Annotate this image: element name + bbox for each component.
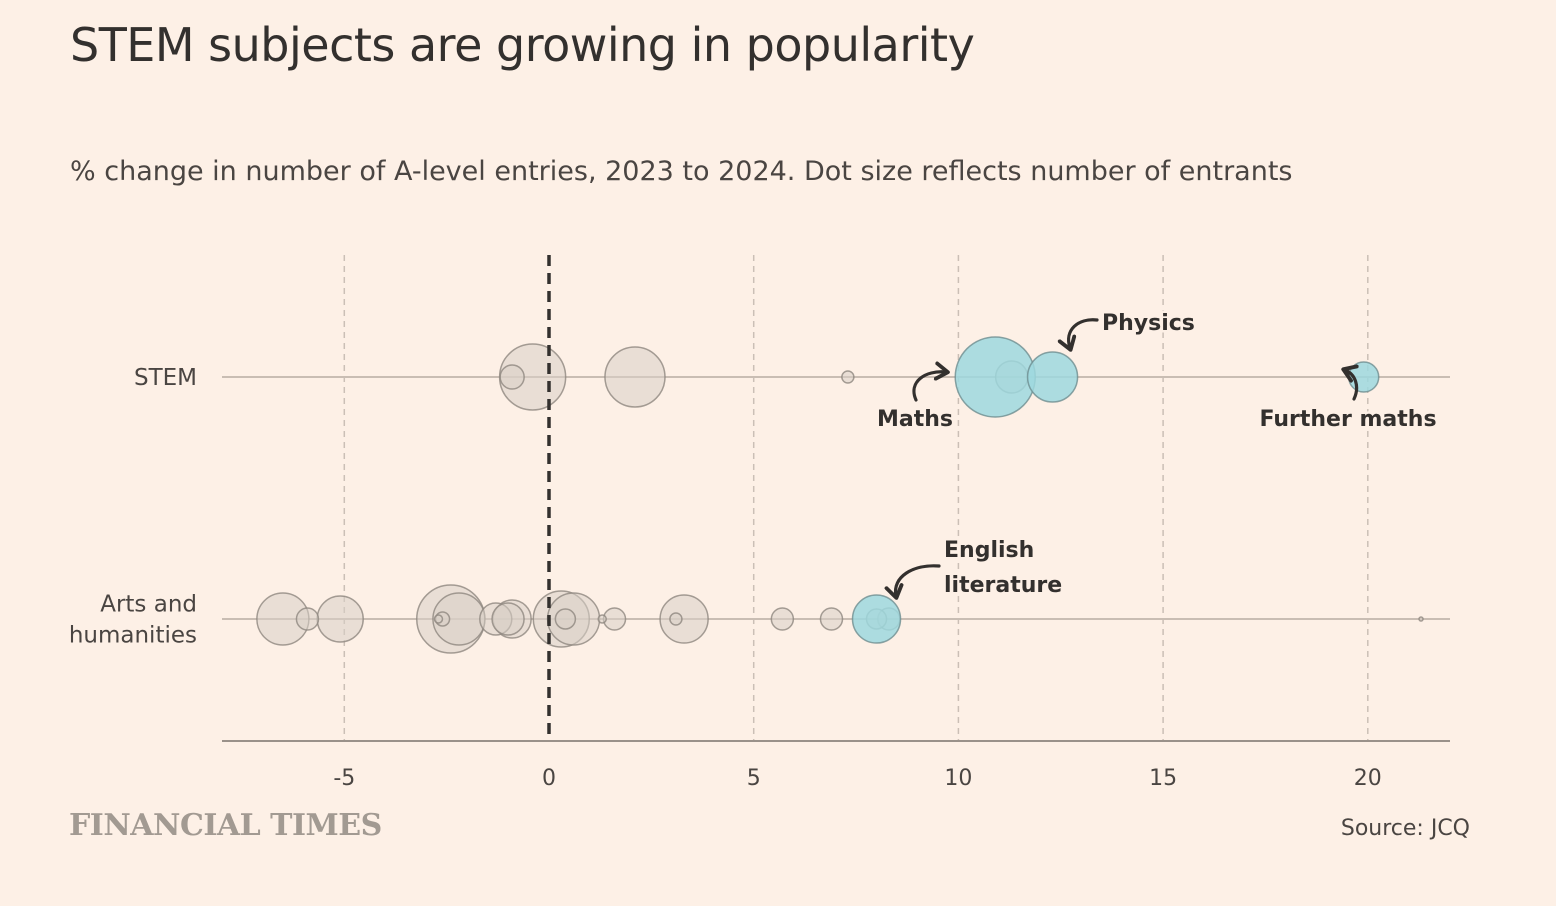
- highlight-bubble: [1026, 351, 1079, 403]
- ft-logo: FINANCIAL TIMES: [69, 808, 382, 843]
- annotation-label: Maths: [877, 407, 953, 432]
- x-tick-label: 10: [944, 766, 972, 791]
- data-bubble: [597, 614, 607, 624]
- data-bubble: [819, 607, 844, 631]
- x-tick-label: 15: [1149, 766, 1177, 791]
- annotation-label: Further maths: [1259, 407, 1436, 432]
- annotation-label: Physics: [1102, 311, 1195, 336]
- annotation-arrow: [912, 361, 950, 402]
- annotation-arrow: [1341, 364, 1359, 401]
- data-bubble: [1418, 616, 1424, 622]
- annotation-arrow: [1057, 318, 1099, 352]
- data-bubble: [499, 364, 525, 390]
- x-tick-label: 5: [747, 766, 761, 791]
- data-bubble: [491, 602, 525, 636]
- data-bubble: [604, 346, 666, 408]
- annotation-label: English: [944, 538, 1034, 563]
- x-tick-label: 0: [542, 766, 556, 791]
- data-bubble: [554, 608, 577, 630]
- x-tick-label: 20: [1354, 766, 1382, 791]
- annotation-label: literature: [944, 573, 1062, 598]
- category-label: humanities: [69, 623, 197, 649]
- annotation-arrow: [884, 564, 941, 600]
- x-tick-label: -5: [333, 766, 355, 791]
- data-bubble: [841, 370, 855, 384]
- data-bubble: [669, 612, 683, 626]
- data-bubble: [433, 614, 444, 624]
- category-label: STEM: [134, 365, 197, 391]
- data-bubble: [770, 607, 795, 631]
- data-bubble: [316, 595, 364, 643]
- data-bubble: [295, 607, 320, 631]
- highlight-bubble: [954, 336, 1036, 418]
- chart-title: STEM subjects are growing in popularity: [70, 18, 975, 72]
- data-bubble: [659, 594, 709, 644]
- chart-subtitle: % change in number of A-level entries, 2…: [70, 156, 1293, 187]
- source-note: Source: JCQ: [1340, 816, 1470, 841]
- highlight-bubble: [851, 594, 902, 644]
- category-label: Arts and: [100, 592, 197, 618]
